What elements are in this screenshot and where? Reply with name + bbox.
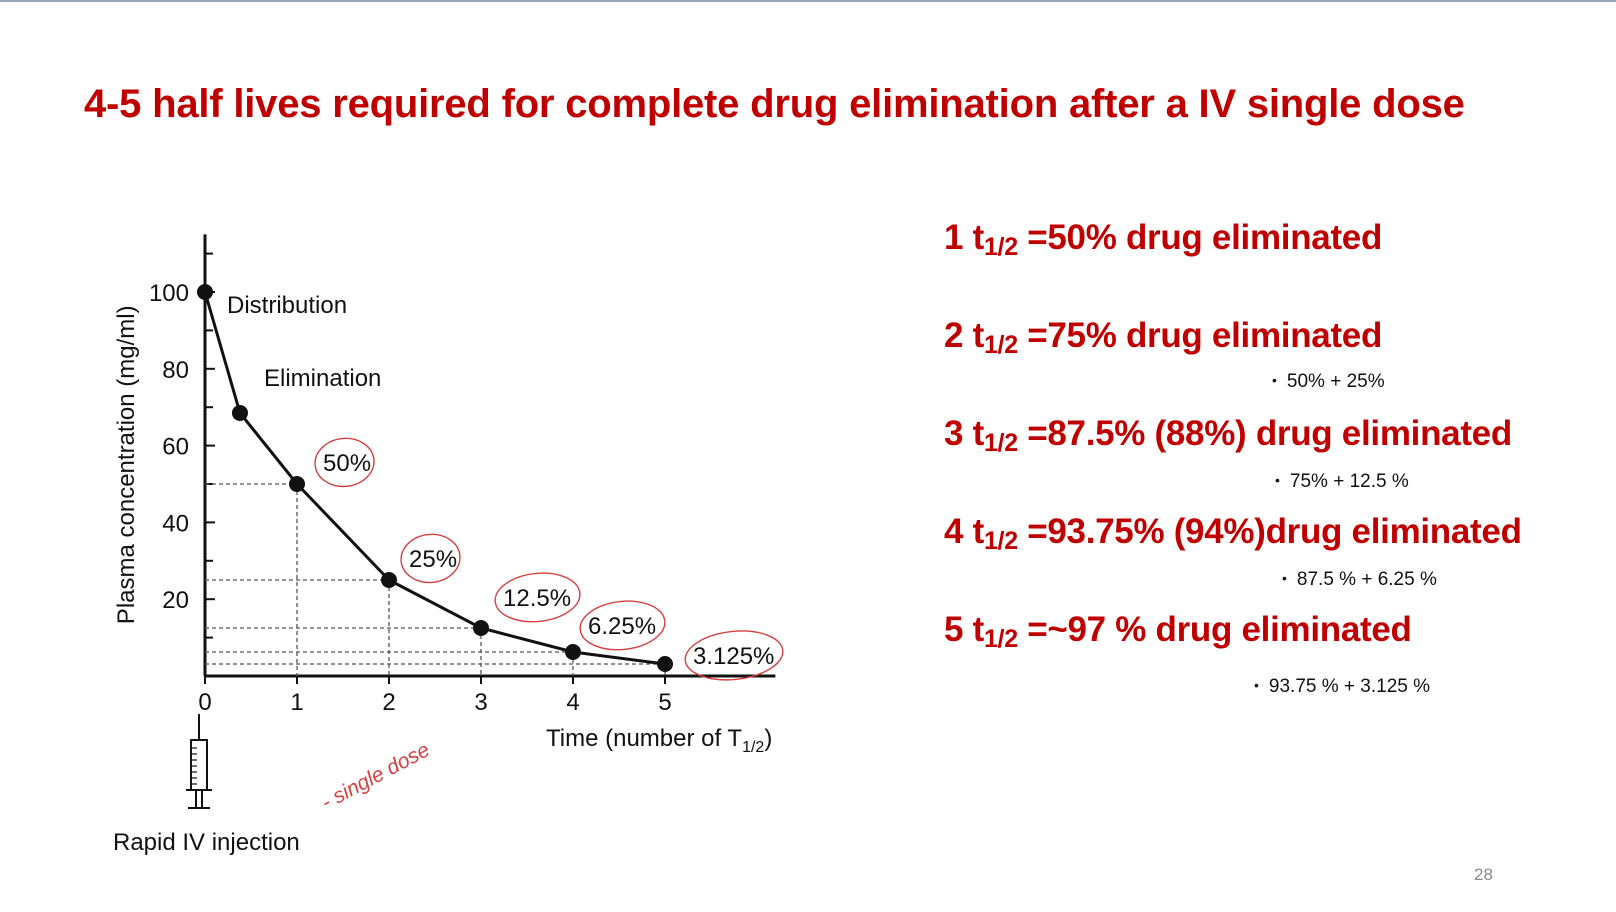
- handwritten-circle: [684, 630, 784, 681]
- bullet-icon: •: [1254, 677, 1259, 693]
- data-point: [565, 644, 581, 660]
- x-tick-label: 5: [658, 689, 671, 716]
- percent-label: 6.25%: [588, 613, 656, 640]
- data-point: [473, 620, 489, 636]
- statement-2: 2 t1/2 =75% drug eliminated: [944, 316, 1383, 359]
- x-tick-label: 4: [566, 689, 579, 716]
- x-axis-label: Time (number of T1/2): [546, 725, 772, 756]
- statement-3: 3 t1/2 =87.5% (88%) drug eliminated: [944, 414, 1512, 457]
- slide-title: 4-5 half lives required for complete dru…: [84, 82, 1465, 126]
- bullet-icon: •: [1282, 570, 1287, 586]
- data-point: [231, 404, 248, 421]
- statement-4-detail: • 87.5 % + 6.25 %: [1282, 569, 1437, 590]
- data-point: [657, 656, 673, 672]
- statement-2-detail: • 50% + 25%: [1272, 371, 1385, 392]
- page-number: 28: [1474, 865, 1493, 884]
- percent-label: 25%: [409, 546, 457, 573]
- bullet-icon: •: [1272, 372, 1277, 388]
- x-tick-label: 3: [474, 689, 487, 716]
- data-point: [289, 476, 305, 492]
- statement-3-detail: • 75% + 12.5 %: [1275, 471, 1409, 492]
- statement-5: 5 t1/2 =~97 % drug eliminated: [944, 610, 1412, 653]
- y-tick-label: 40: [162, 510, 189, 537]
- data-point: [381, 572, 397, 588]
- bullet-icon: •: [1275, 472, 1280, 488]
- elimination-label: Elimination: [264, 365, 381, 392]
- percent-label: 50%: [323, 450, 371, 477]
- handwritten-note: - single dose: [318, 738, 434, 814]
- top-divider: [0, 0, 1616, 2]
- statement-4: 4 t1/2 =93.75% (94%)drug eliminated: [944, 512, 1522, 555]
- percent-label: 3.125%: [693, 643, 774, 670]
- y-tick-label: 80: [162, 357, 189, 384]
- statement-5-detail: • 93.75 % + 3.125 %: [1254, 676, 1430, 697]
- y-tick-label: 60: [162, 434, 189, 461]
- data-point: [197, 284, 213, 300]
- x-tick-label: 0: [198, 689, 211, 716]
- handwritten-circle: [579, 600, 666, 651]
- injection-label: Rapid IV injection: [113, 829, 300, 856]
- handwritten-circle: [494, 572, 581, 623]
- syringe-icon: [186, 714, 212, 809]
- chart: 20 40 60 80 100 0 1 2 3 4 5 50% 25% 12.5% 6.25% 3.125% D…: [113, 234, 784, 856]
- percent-label: 12.5%: [503, 585, 571, 612]
- y-tick-label: 20: [162, 587, 189, 614]
- handwritten-circle: [400, 533, 461, 584]
- x-tick-label: 1: [290, 689, 303, 716]
- y-tick-label: 100: [149, 280, 189, 307]
- x-tick-label: 2: [382, 689, 395, 716]
- y-axis-label: Plasma concentration (mg/ml): [113, 305, 140, 624]
- handwritten-circle: [314, 437, 375, 488]
- statement-1: 1 t1/2 =50% drug eliminated: [944, 218, 1383, 261]
- distribution-label: Distribution: [227, 292, 347, 319]
